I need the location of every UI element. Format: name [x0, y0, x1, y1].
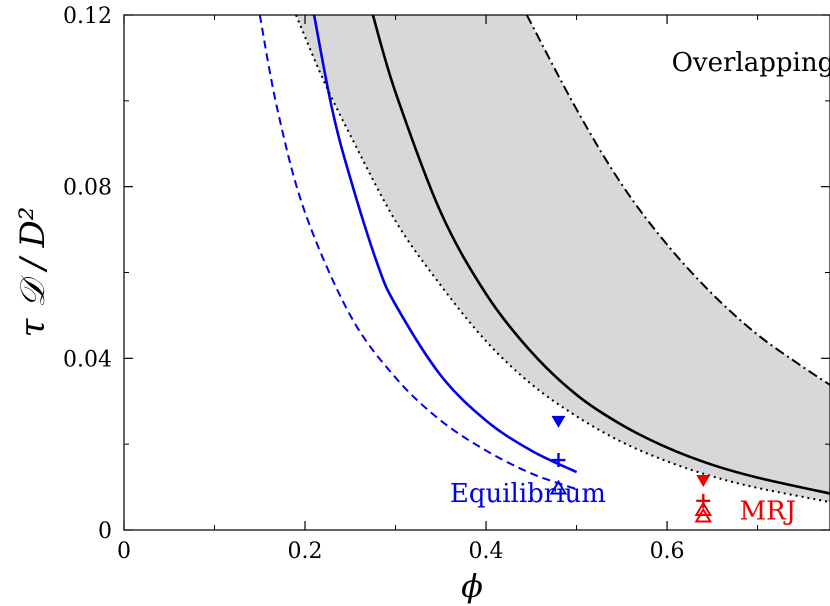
- series-line-0-dashed: [258, 15, 577, 491]
- annotations-group: Overlapping Equilibrium MRJ: [450, 48, 830, 526]
- series-line-4-dashdot: [525, 15, 830, 386]
- marker-2-triangle-up: [549, 479, 568, 495]
- y-axis-title: τ 𝒟 / D²: [13, 207, 53, 338]
- y-tick-label: 0.04: [63, 347, 112, 372]
- y-tick-label: 0.12: [63, 4, 112, 29]
- overlap-region-fill: [296, 15, 830, 503]
- marker-4-plus: [696, 493, 711, 508]
- marker-5-triangle-up: [694, 501, 713, 516]
- marker-0-triangle-down: [551, 415, 566, 428]
- x-tick-label: 0.2: [288, 539, 323, 564]
- marker-3-triangle-down: [696, 475, 711, 487]
- series-line-3-solid: [371, 15, 830, 495]
- marker-6-triangle-up: [694, 507, 713, 523]
- y-tick-label: 0: [98, 519, 112, 544]
- y-tick-label: 0.08: [63, 176, 112, 201]
- annotation-mrj: MRJ: [739, 496, 796, 526]
- ticks-group: 0 0.2 0.4 0.6 0 0.04 0.08 0.12: [63, 4, 830, 564]
- x-tick-label: 0.4: [469, 539, 504, 564]
- x-axis-title: ϕ: [461, 567, 483, 605]
- annotation-overlapping: Overlapping: [672, 48, 830, 78]
- overlap-band: [296, 15, 830, 503]
- series-group: [258, 15, 830, 504]
- marker-1-plus: [551, 453, 566, 468]
- x-tick-label: 0.6: [650, 539, 685, 564]
- marker-group: [549, 415, 713, 523]
- x-tick-label: 0: [117, 539, 131, 564]
- series-line-1-solid: [312, 15, 578, 474]
- annotation-equilibrium: Equilibrium: [450, 479, 606, 509]
